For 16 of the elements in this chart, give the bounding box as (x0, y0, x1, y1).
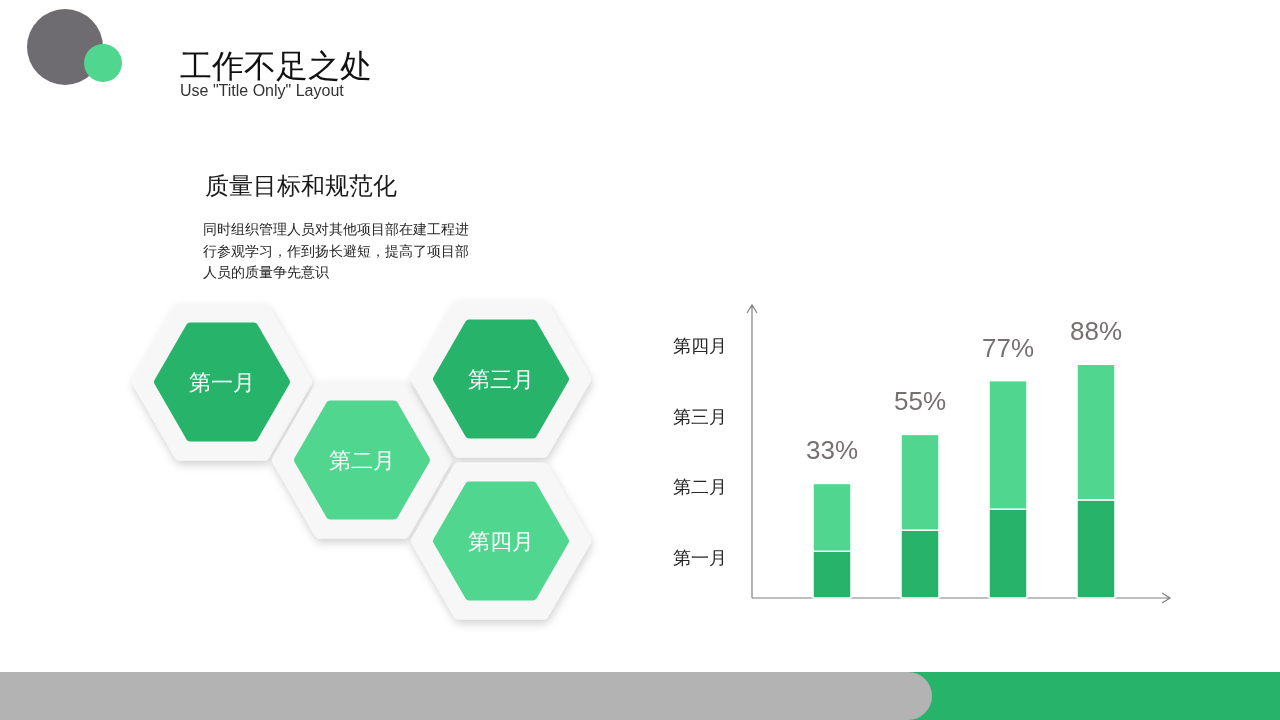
text: 同时组织管理人员对其他项目部在建工程进行参观学习，作到扬长避短，提高了项目部人员的质量争先意识 (203, 220, 470, 282)
text: 质量目标和规范化 (205, 172, 397, 199)
text: 第四月 (468, 529, 534, 554)
text: 第二月 (329, 448, 395, 473)
text: 第一月 (673, 548, 727, 568)
annotation: 88% (1069, 316, 1123, 347)
annotation: 33% (805, 435, 859, 466)
text: 第三月 (468, 367, 534, 392)
text: 第三月 (673, 406, 727, 427)
annotation: 77% (981, 332, 1035, 363)
text: 第一月 (189, 370, 255, 395)
text: 第二月 (673, 477, 727, 498)
text: 工作不足之处 (180, 48, 372, 84)
annotation: 55% (893, 386, 947, 417)
text: 第四月 (673, 336, 727, 356)
text: Use "Title Only" Layout (180, 82, 345, 99)
